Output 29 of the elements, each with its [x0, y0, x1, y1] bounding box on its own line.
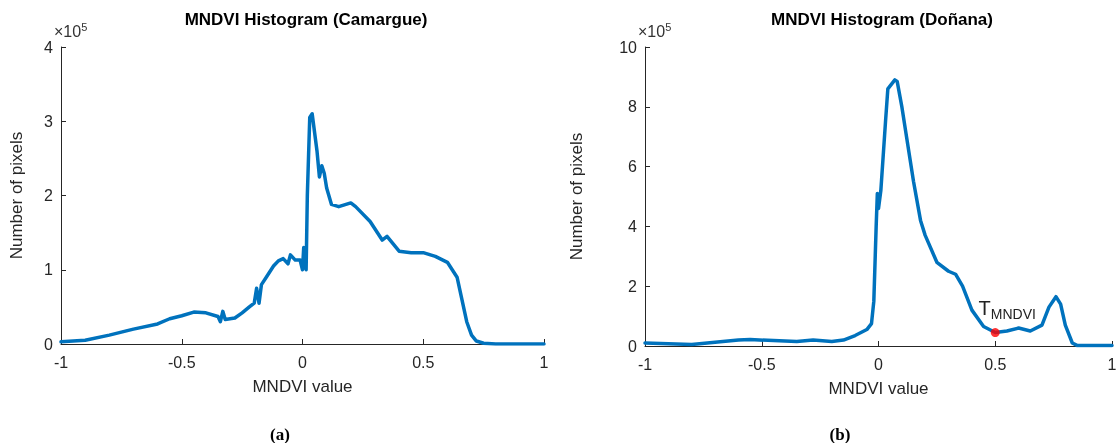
x-tick-label: -0.5: [747, 355, 776, 373]
y-tick-label: 1: [44, 261, 54, 279]
y-tick-label: 0: [628, 337, 638, 355]
text: (b): [829, 425, 851, 443]
x-axis-title: MNDVI value: [252, 377, 353, 396]
y-tick-label: 4: [628, 217, 638, 235]
x-tick-label: -1: [637, 355, 653, 373]
y-tick-label: 0: [44, 335, 54, 353]
y-tick-label: 10: [619, 38, 638, 56]
x-tick-label: -0.5: [167, 353, 196, 371]
x-tick-label: -1: [53, 353, 69, 371]
x-tick-label: 0.5: [984, 355, 1007, 373]
x-tick-label: 1: [539, 353, 549, 371]
y-axis-title: Number of pixels: [567, 132, 586, 261]
chart-title: MNDVI Histogram (Camargue): [184, 10, 428, 29]
chart-title: MNDVI Histogram (Doñana): [771, 10, 993, 29]
y-tick-label: 3: [44, 112, 54, 130]
x-tick-label: 0.5: [412, 353, 435, 371]
x-tick-label: 0: [874, 355, 884, 373]
y-tick-label: 2: [628, 277, 638, 295]
x-axis-title: MNDVI value: [828, 379, 929, 398]
y-axis-title: Number of pixels: [7, 131, 26, 260]
x-tick-label: 0: [298, 353, 308, 371]
x-tick-label: 1: [1107, 355, 1117, 373]
y-tick-label: 6: [628, 158, 638, 176]
y-tick-label: 8: [628, 98, 638, 116]
text: (a): [270, 425, 290, 443]
y-tick-label: 4: [44, 38, 54, 56]
y-tick-label: 2: [44, 187, 54, 204]
